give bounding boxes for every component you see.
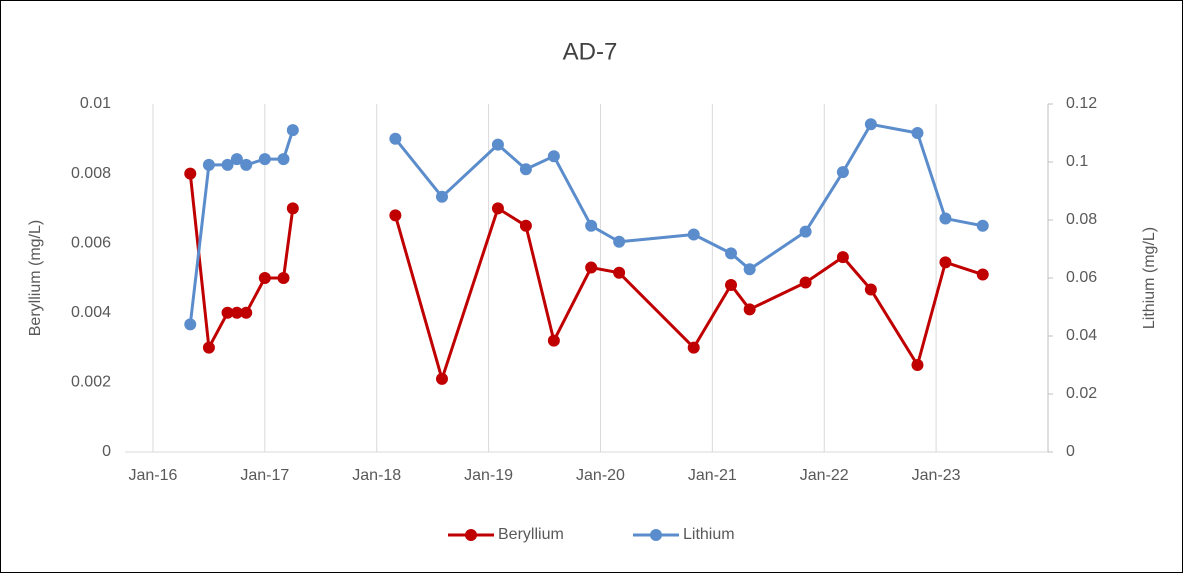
- data-point: [911, 359, 924, 371]
- data-point: [613, 266, 626, 279]
- data-point: [836, 251, 849, 264]
- data-point: [221, 306, 234, 319]
- y-tick-label: 0: [102, 443, 111, 460]
- x-tick-label: Jan-19: [464, 467, 513, 484]
- data-point: [585, 261, 598, 274]
- data-point: [687, 228, 700, 241]
- x-tick-label: Jan-21: [688, 467, 737, 484]
- data-point: [519, 219, 532, 232]
- x-tick-label: Jan-17: [240, 467, 289, 484]
- y-tick-label: 0.006: [71, 234, 111, 251]
- data-point: [864, 283, 877, 296]
- x-tick-label: Jan-18: [352, 467, 401, 484]
- x-tick-label: Jan-16: [129, 467, 178, 484]
- data-point: [277, 272, 290, 284]
- y2-tick-label: 0.04: [1066, 327, 1097, 344]
- data-point: [286, 202, 299, 215]
- data-point: [743, 263, 756, 276]
- data-point: [389, 132, 402, 145]
- y2-tick-label: 0.1: [1066, 153, 1088, 170]
- data-point: [547, 334, 560, 347]
- data-point: [184, 318, 197, 331]
- data-point: [230, 306, 243, 319]
- data-point: [864, 118, 877, 131]
- x-tick-label: Jan-20: [576, 467, 625, 484]
- data-point: [277, 153, 290, 166]
- legend-marker: [650, 529, 662, 541]
- y2-axis-label: Lithium (mg/L): [1141, 227, 1158, 329]
- data-point: [725, 278, 738, 291]
- y2-tick-label: 0.12: [1066, 95, 1097, 112]
- y-tick-label: 0.002: [71, 374, 111, 391]
- data-point: [258, 272, 271, 284]
- legend-label: Lithium: [683, 526, 735, 543]
- x-tick-label: Jan-23: [912, 467, 961, 484]
- data-point: [389, 209, 402, 222]
- data-point: [743, 303, 756, 316]
- data-point: [258, 153, 271, 166]
- legend-label: Beryllium: [498, 526, 564, 543]
- data-point: [939, 212, 952, 225]
- data-point: [202, 341, 215, 354]
- y-axis-label: Beryllium (mg/L): [27, 220, 44, 336]
- y2-tick-label: 0.02: [1066, 385, 1097, 402]
- data-point: [976, 219, 989, 232]
- y-tick-label: 0.004: [71, 304, 111, 321]
- data-point: [585, 219, 598, 232]
- data-point: [939, 256, 952, 269]
- data-point: [911, 127, 924, 139]
- legend-marker: [465, 529, 477, 541]
- chart-title: AD-7: [563, 38, 618, 65]
- data-point: [202, 158, 215, 171]
- data-point: [435, 372, 448, 385]
- data-point: [240, 158, 253, 171]
- data-point: [725, 247, 738, 260]
- data-point: [799, 276, 812, 289]
- x-tick-label: Jan-22: [800, 467, 849, 484]
- data-point: [836, 166, 849, 179]
- data-point: [286, 124, 299, 137]
- data-point: [519, 163, 532, 176]
- y2-tick-label: 0: [1066, 443, 1075, 460]
- y-tick-label: 0.01: [80, 95, 111, 112]
- data-point: [976, 268, 989, 281]
- data-point: [491, 138, 504, 151]
- data-point: [491, 202, 504, 215]
- data-point: [435, 190, 448, 203]
- y-tick-label: 0.008: [71, 165, 111, 182]
- data-point: [240, 306, 253, 319]
- data-point: [799, 225, 812, 238]
- data-point: [184, 167, 197, 180]
- data-point: [687, 341, 700, 354]
- y2-tick-label: 0.08: [1066, 211, 1097, 228]
- data-point: [230, 153, 243, 166]
- data-point: [613, 235, 626, 248]
- data-point: [547, 150, 560, 163]
- data-point: [221, 158, 234, 171]
- y2-tick-label: 0.06: [1066, 269, 1097, 286]
